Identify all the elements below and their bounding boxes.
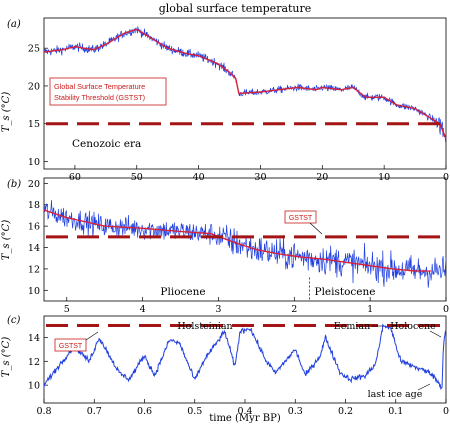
panel-b-trend-line xyxy=(43,209,431,272)
panel-a-ylabel: T_s (°C) xyxy=(1,92,12,133)
panel-a-xtick-label: 20 xyxy=(316,172,328,183)
panel-b-ytick-label: 16 xyxy=(28,222,40,233)
panel-b-xtick-label: 3 xyxy=(215,304,221,315)
panel-c-ytick-label: 14 xyxy=(28,333,40,344)
x-axis-label: time (Myr BP) xyxy=(209,413,281,424)
cenozoic-era-label: Cenozoic era xyxy=(72,138,141,150)
panel-a-ytick-label: 10 xyxy=(28,157,40,168)
panel-c-label: (c) xyxy=(7,315,21,326)
panel-a-xtick-label: 40 xyxy=(193,172,205,183)
panel-b-xtick-label: 1 xyxy=(367,304,373,315)
pliocene-label: Pliocene xyxy=(160,286,205,298)
panel-a-xtick-label: 0 xyxy=(443,172,449,183)
panel-b-ytick-label: 18 xyxy=(28,200,40,211)
panel-b-xtick-label: 2 xyxy=(291,304,297,315)
panel-c-xtick-label: 0.3 xyxy=(288,406,303,417)
panel-b-xtick-label: 4 xyxy=(140,304,146,315)
figure-title: global surface temperature xyxy=(159,2,312,15)
panel-c-callout-arrow xyxy=(85,331,99,341)
panel-b-x-ticks: 5 4 3 2 1 0 xyxy=(64,297,449,315)
holsteinian-label: Holsteinian xyxy=(177,321,232,332)
panel-a-frame xyxy=(43,17,447,170)
panel-b-xtick-label: 0 xyxy=(443,304,449,315)
panel-a-xtick-label: 10 xyxy=(378,172,390,183)
eemian-label: Eemian xyxy=(334,321,370,332)
panel-a-xtick-label: 60 xyxy=(69,172,81,183)
panel-a-gststst-callout-box xyxy=(49,77,167,106)
panel-c-xtick-label: 0.6 xyxy=(137,406,152,417)
panel-a-label: (a) xyxy=(7,19,21,30)
holocene-label: Holocene xyxy=(390,321,436,332)
panel-b-ytick-label: 20 xyxy=(28,179,40,190)
panel-a-xtick-label: 50 xyxy=(131,172,143,183)
panel-c-xtick-label: 0 xyxy=(443,406,449,417)
panel-b-label: (b) xyxy=(7,179,21,190)
panel-a-ytick-label: 20 xyxy=(28,81,40,92)
panel-b-ytick-label: 14 xyxy=(28,243,40,254)
panel-b-signal-line xyxy=(43,200,447,288)
panel-a-callout-line-1: Global Surface Temperature xyxy=(54,82,145,91)
panel-b-ytick-label: 10 xyxy=(28,286,40,297)
panel-a-ytick-label: 15 xyxy=(28,119,40,130)
panel-c-xtick-label: 0.5 xyxy=(187,406,202,417)
panel-a-x-ticks: 60 50 40 30 20 10 0 xyxy=(69,165,449,183)
panel-a-xtick-label: 30 xyxy=(254,172,266,183)
panel-c-ytick-label: 10 xyxy=(28,381,40,392)
panel-a-y-ticks: 10 15 20 25 xyxy=(28,44,48,168)
holocene-arrow xyxy=(429,330,442,338)
panel-c-callout-text: GSTST xyxy=(59,343,83,350)
panel-c-ylabel: T_s (°C) xyxy=(1,337,12,378)
panel-b-xtick-label: 5 xyxy=(64,304,70,315)
panel-c-xtick-label: 0.7 xyxy=(87,406,102,417)
panel-c-signal-line xyxy=(43,323,447,390)
panel-a-ytick-label: 25 xyxy=(28,44,40,55)
panel-c-x-ticks: 0.8 0.7 0.6 0.5 0.4 0.3 0.2 0.1 0 xyxy=(36,399,449,417)
panel-c-xtick-label: 0.2 xyxy=(338,406,353,417)
panel-b-callout-arrow xyxy=(309,222,323,235)
panel-b-y-ticks: 10 12 14 16 18 20 xyxy=(28,179,48,297)
panel-c-xtick-label: 0.1 xyxy=(388,406,403,417)
panel-b-ylabel: T_s (°C) xyxy=(1,220,12,261)
panel-a: (a) T_s (°C) 10 15 20 25 60 50 40 30 20 10 0 Glob… xyxy=(1,17,449,183)
panel-a-callout-line-2: Stability Threshold (GSTST) xyxy=(54,93,145,102)
panel-c-xtick-label: 0.8 xyxy=(36,406,51,417)
panel-c-y-ticks: 10 12 14 xyxy=(28,333,48,392)
last-ice-age-arrow xyxy=(417,383,431,391)
panel-c-callout-box xyxy=(54,338,87,352)
panel-b-ytick-label: 12 xyxy=(28,264,40,275)
panel-b-callout-box xyxy=(284,210,317,224)
panel-a-trend-line xyxy=(43,28,447,140)
panel-c-xtick-label: 0.4 xyxy=(237,406,252,417)
pleistocene-label: Pleistocene xyxy=(315,286,376,298)
last-ice-age-label: last ice age xyxy=(368,389,423,400)
panel-b-callout-text: GSTST xyxy=(289,215,313,222)
panel-b-frame xyxy=(43,177,447,302)
panel-c-ytick-label: 12 xyxy=(28,357,40,368)
